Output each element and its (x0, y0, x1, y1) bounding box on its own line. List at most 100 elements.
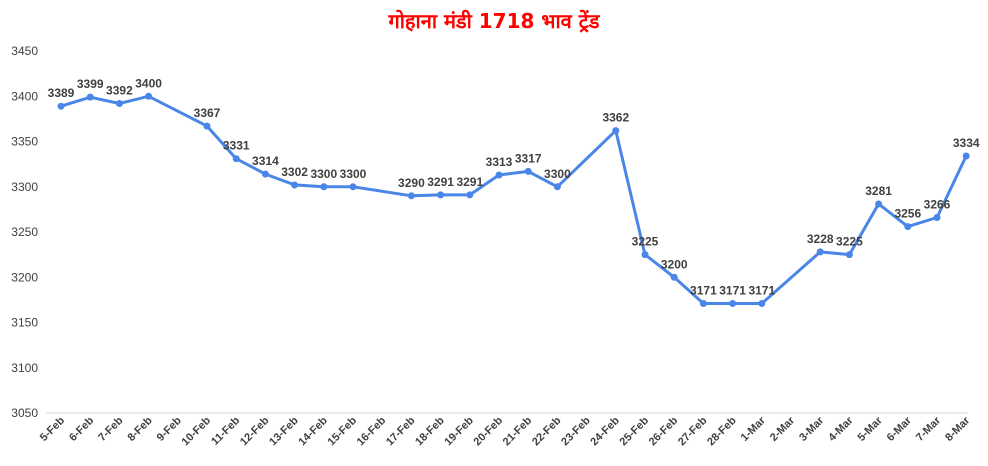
x-tick-label: 21-Feb (501, 414, 535, 448)
data-label: 3281 (865, 184, 892, 198)
data-label: 3400 (135, 76, 162, 90)
x-tick-label: 16-Feb (355, 414, 389, 448)
data-point (495, 171, 503, 179)
y-tick-label: 3350 (11, 135, 38, 149)
data-point (261, 170, 269, 178)
x-tick-label: 5-Feb (38, 414, 67, 443)
data-label: 3302 (281, 165, 308, 179)
data-point (145, 92, 153, 100)
data-point (320, 183, 328, 191)
x-tick-label: 10-Feb (180, 414, 214, 448)
data-label: 3313 (486, 155, 513, 169)
data-label: 3367 (194, 106, 221, 120)
data-point (407, 192, 415, 200)
data-point (466, 191, 474, 199)
y-axis: 3050 3100 3150 3200 3250 3300 3350 3400 3450 (11, 44, 38, 420)
data-label: 3225 (632, 235, 659, 249)
data-label: 3389 (48, 86, 75, 100)
data-point (904, 223, 912, 231)
series-line-group (57, 92, 970, 307)
x-tick-label: 17-Feb (384, 414, 418, 448)
data-point (115, 99, 123, 107)
data-label: 3171 (748, 283, 775, 297)
x-tick-label: 22-Feb (530, 414, 564, 448)
data-point (86, 93, 94, 101)
y-tick-label: 3200 (11, 270, 38, 284)
x-tick-label: 8-Mar (943, 414, 973, 444)
x-tick-label: 5-Mar (855, 414, 885, 444)
x-tick-label: 13-Feb (267, 414, 301, 448)
data-point (875, 200, 883, 208)
x-tick-label: 11-Feb (209, 414, 242, 447)
data-point (670, 273, 678, 281)
x-tick-label: 20-Feb (472, 414, 506, 448)
data-label: 3256 (894, 207, 921, 221)
data-point (758, 299, 766, 307)
y-tick-label: 3150 (11, 316, 38, 330)
y-tick-label: 3450 (11, 44, 38, 58)
data-point (553, 183, 561, 191)
data-label: 3334 (953, 136, 980, 150)
x-tick-label: 7-Feb (96, 414, 125, 443)
data-point (349, 183, 357, 191)
x-tick-label: 2-Mar (768, 414, 798, 444)
data-point (203, 122, 211, 130)
data-point (816, 248, 824, 256)
x-tick-label: 8-Feb (125, 414, 154, 443)
data-point (291, 181, 299, 189)
data-label: 3314 (252, 154, 279, 168)
x-tick-label: 19-Feb (442, 414, 476, 448)
data-label: 3171 (719, 283, 746, 297)
x-tick-label: 26-Feb (647, 414, 681, 448)
data-label: 3392 (106, 83, 133, 97)
data-label: 3171 (690, 283, 717, 297)
data-label: 3300 (310, 167, 337, 181)
data-label: 3228 (807, 232, 834, 246)
data-label: 3300 (340, 167, 367, 181)
data-label: 3291 (427, 175, 454, 189)
data-label: 3362 (602, 111, 629, 125)
x-tick-label: 25-Feb (618, 414, 652, 448)
x-tick-label: 1-Mar (739, 414, 769, 444)
data-label: 3266 (924, 198, 951, 212)
data-point (612, 127, 620, 135)
x-tick-label: 18-Feb (413, 414, 447, 448)
data-point (962, 152, 970, 160)
data-point (933, 214, 941, 222)
data-label: 3399 (77, 77, 104, 91)
x-tick-label: 7-Mar (914, 414, 944, 444)
x-tick-label: 6-Mar (885, 414, 915, 444)
data-label: 3290 (398, 176, 425, 190)
x-tick-label: 27-Feb (676, 414, 710, 448)
data-point (437, 191, 445, 199)
data-point (699, 299, 707, 307)
x-tick-label: 14-Feb (296, 414, 330, 448)
data-label: 3300 (544, 167, 571, 181)
x-tick-label: 12-Feb (238, 414, 272, 448)
y-tick-label: 3100 (11, 361, 38, 375)
data-label: 3291 (456, 175, 483, 189)
chart-title: गोहाना मंडी 1718 भाव ट्रेंड (387, 9, 600, 33)
y-tick-label: 3250 (11, 225, 38, 239)
data-label: 3200 (661, 257, 688, 271)
x-tick-label: 24-Feb (588, 414, 622, 448)
data-label: 3317 (515, 151, 542, 165)
data-label: 3225 (836, 235, 863, 249)
series-line (59, 94, 968, 305)
x-tick-label: 28-Feb (705, 414, 739, 448)
x-tick-label: 23-Feb (559, 414, 593, 448)
x-tick-label: 6-Feb (67, 414, 96, 443)
y-tick-label: 3400 (11, 89, 38, 103)
data-point (641, 251, 649, 259)
x-axis: 5-Feb 6-Feb 7-Feb 8-Feb 9-Feb10-Feb11-Feb12-… (38, 412, 973, 448)
data-point (57, 102, 65, 110)
x-tick-label: 3-Mar (797, 414, 827, 444)
data-point (845, 251, 853, 259)
data-point (729, 299, 737, 307)
data-point (232, 155, 240, 163)
x-tick-label: 4-Mar (826, 414, 856, 444)
y-tick-label: 3050 (11, 406, 38, 420)
x-tick-label: 15-Feb (326, 414, 360, 448)
y-tick-label: 3300 (11, 180, 38, 194)
